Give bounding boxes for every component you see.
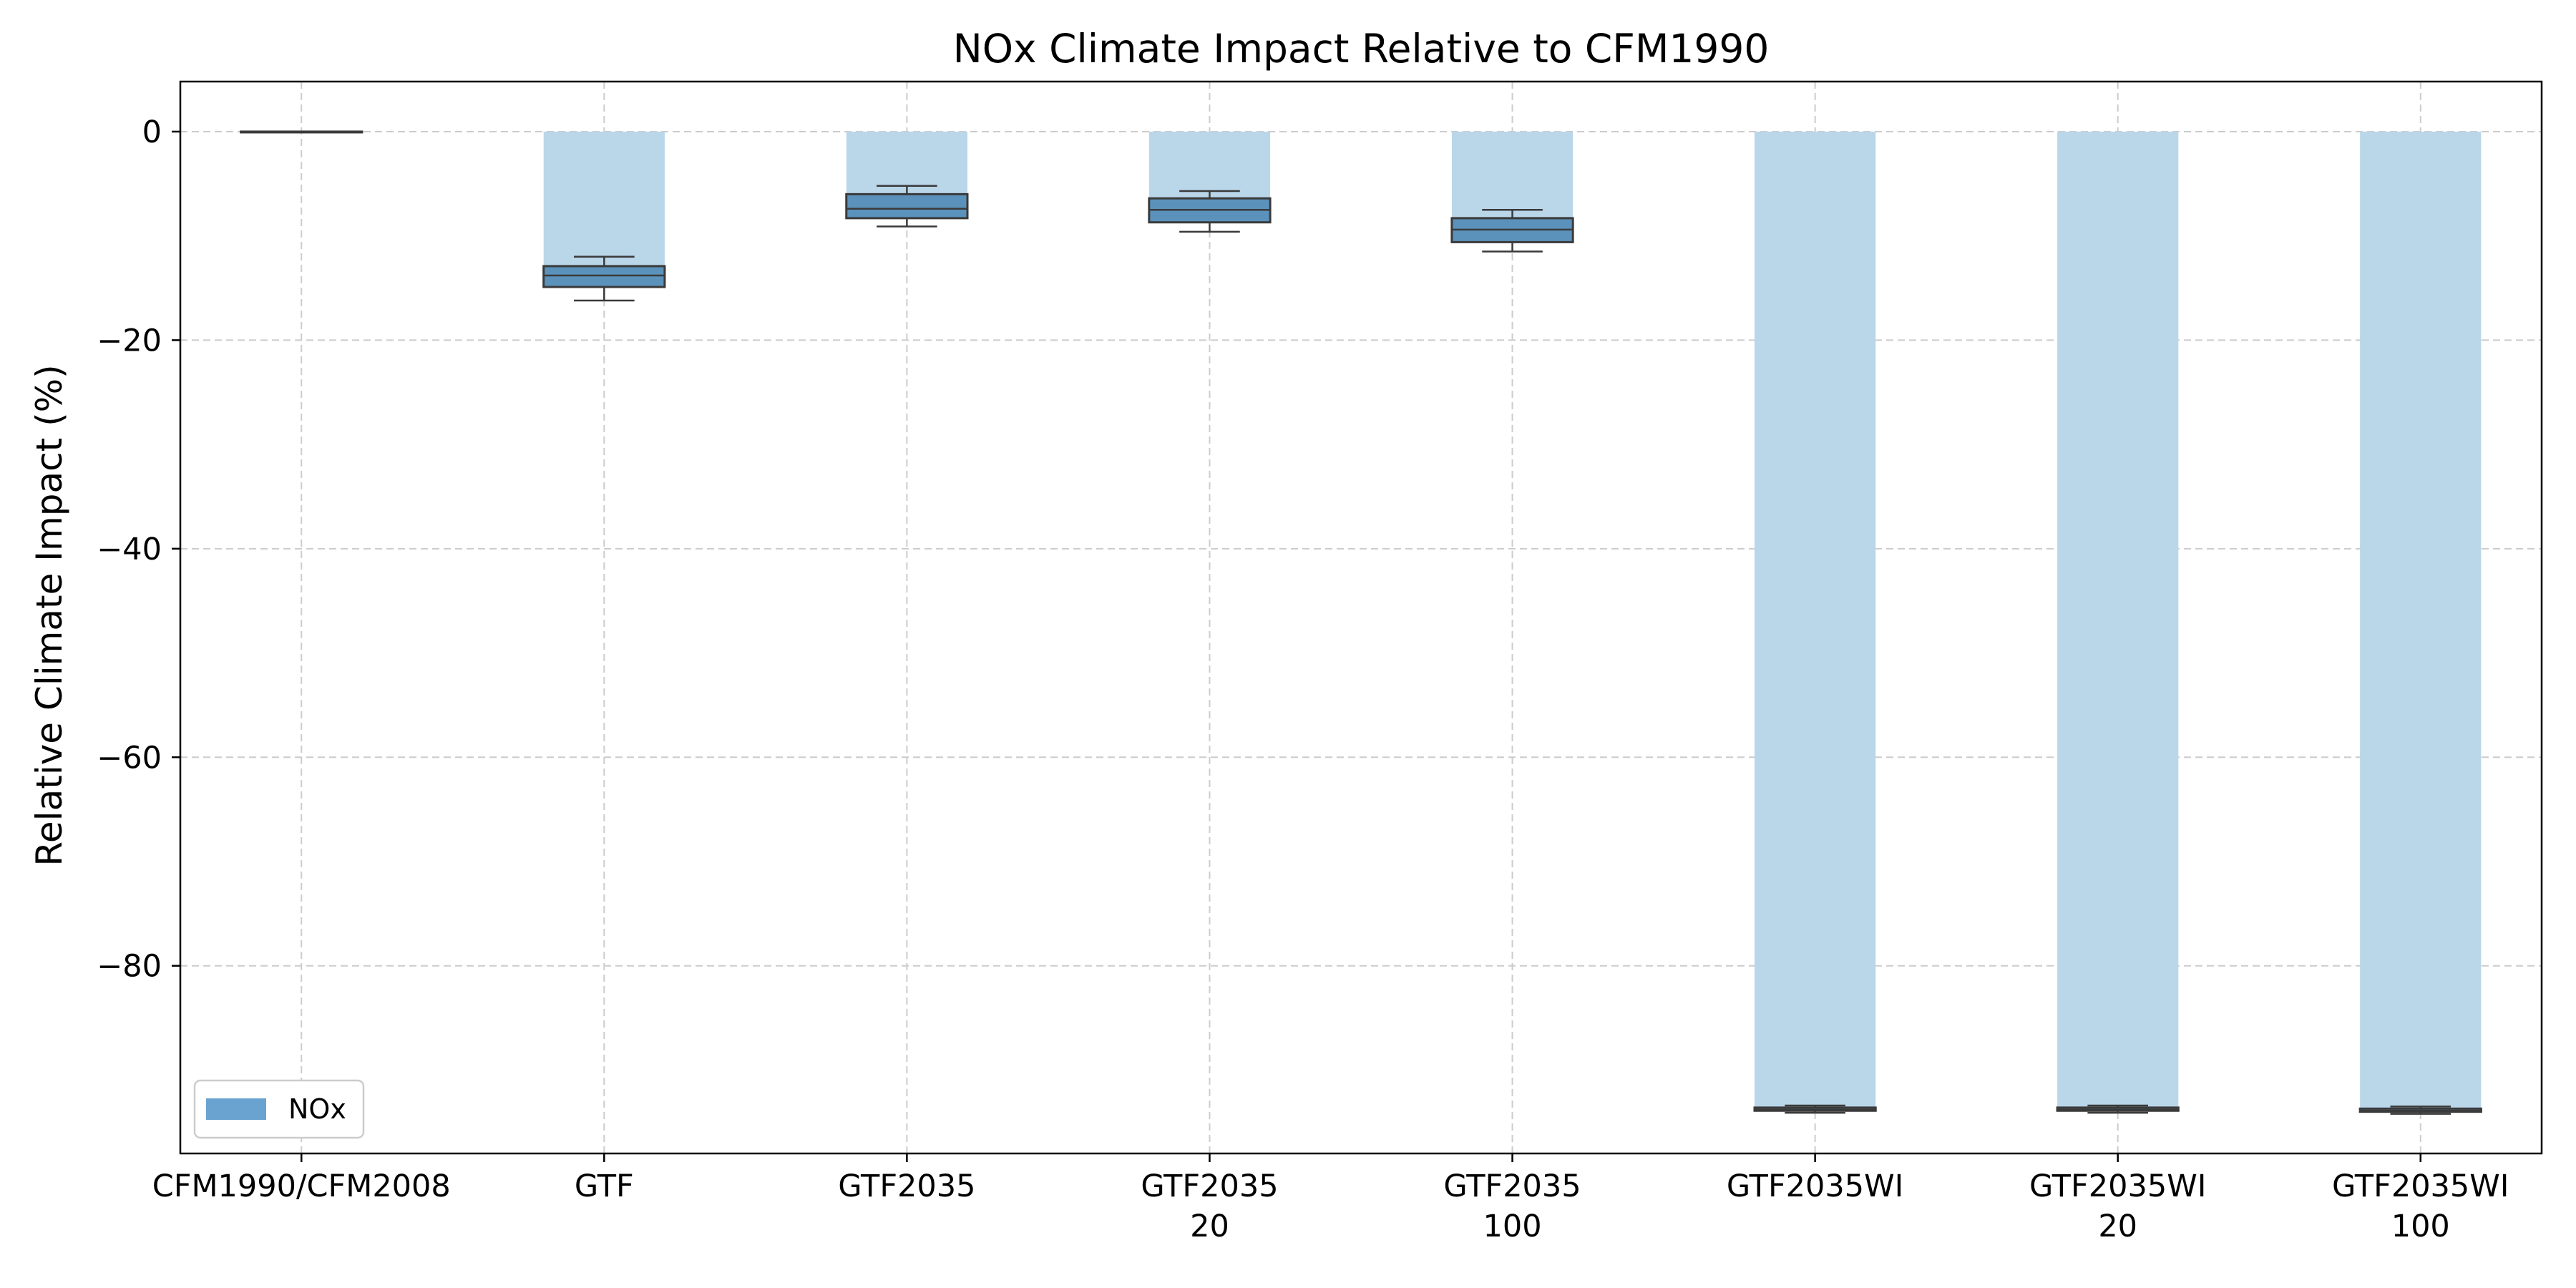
x-tick-label: CFM1990/CFM2008 xyxy=(152,1169,451,1204)
legend: NOx xyxy=(193,1079,365,1139)
y-tick-label: −20 xyxy=(97,323,162,358)
x-tick-label: GTF2035 20 xyxy=(1141,1169,1278,1244)
x-axis: CFM1990/CFM2008 GTF GTF2035 GTF2035 20 GTF203… xyxy=(152,1153,2509,1244)
legend-frame xyxy=(193,1079,365,1139)
x-tick-label: GTF2035WI 100 xyxy=(2332,1169,2509,1244)
chart-title: NOx Climate Impact Relative to CFM1990 xyxy=(953,26,1770,72)
x-tick-label: GTF2035WI xyxy=(1727,1169,1903,1204)
y-tick-label: −60 xyxy=(97,740,162,776)
bar xyxy=(1755,131,1876,1110)
x-tick-label: GTF2035 100 xyxy=(1443,1169,1581,1244)
box xyxy=(542,265,666,288)
box xyxy=(845,192,969,220)
y-axis-label: Relative Climate Impact (%) xyxy=(29,364,70,866)
bar xyxy=(2057,131,2179,1110)
boxes xyxy=(240,130,2482,1115)
bar xyxy=(543,131,665,278)
legend-label-nox: NOx xyxy=(288,1093,346,1125)
y-tick-label: 0 xyxy=(142,114,162,150)
x-tick-label: GTF2035 xyxy=(838,1169,975,1204)
legend-patch-nox xyxy=(206,1098,266,1120)
x-tick-label: GTF2035WI 20 xyxy=(2029,1169,2206,1244)
y-tick-label: −80 xyxy=(97,949,162,985)
y-tick-label: −40 xyxy=(97,532,162,567)
bar xyxy=(2360,131,2482,1111)
y-axis: 0 −20 −40 −60 −80 xyxy=(97,114,180,985)
plot-frame xyxy=(179,80,2543,1155)
x-tick-label: GTF xyxy=(575,1169,634,1204)
